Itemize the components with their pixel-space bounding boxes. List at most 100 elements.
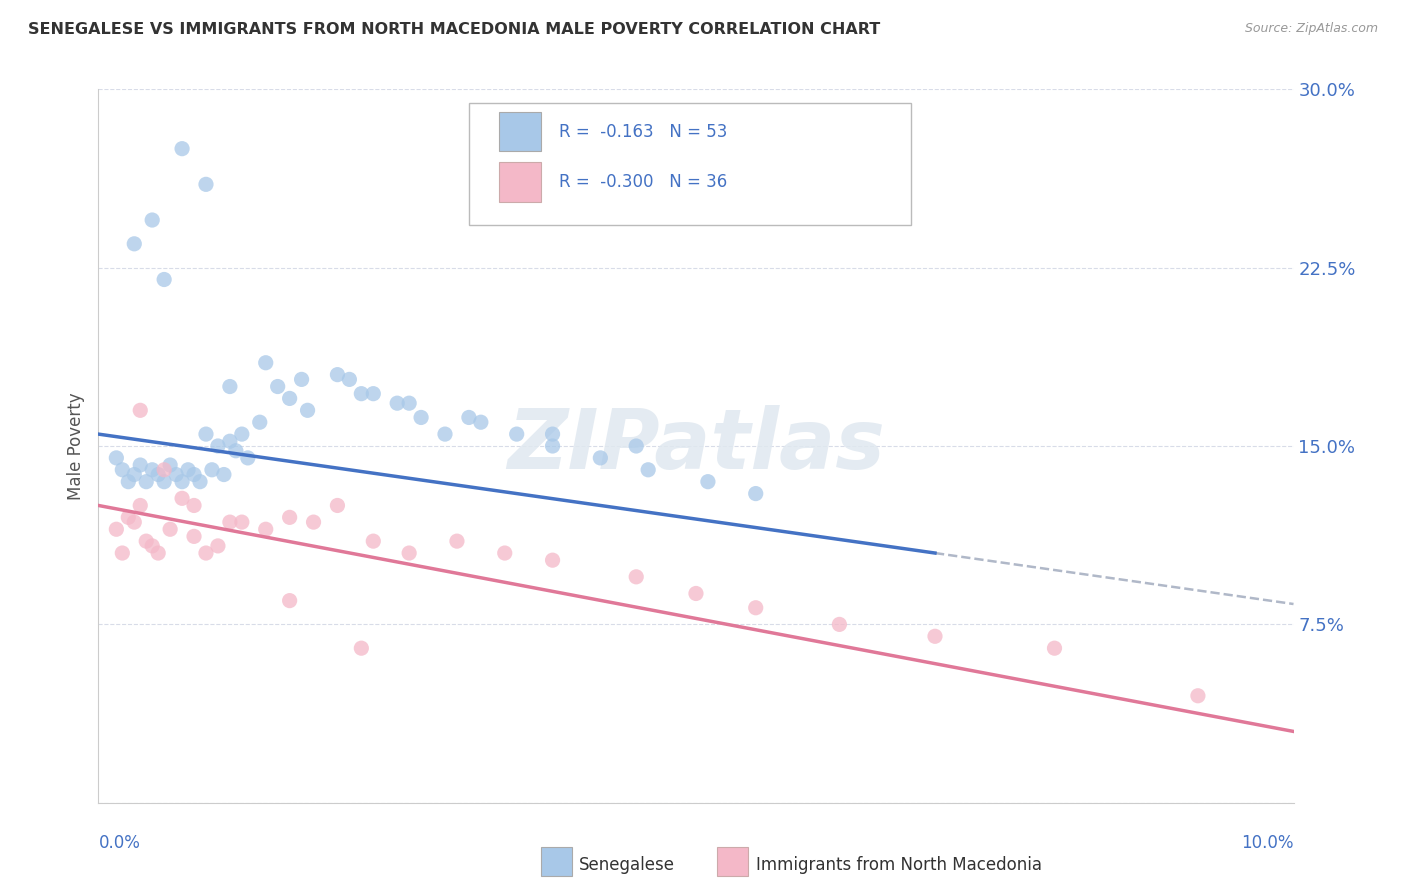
Point [350, 386, 373, 401]
Point [153, 475, 176, 489]
Point [626, 570, 648, 584]
Point [361, 386, 384, 401]
Point [153, 463, 176, 477]
Point [326, 368, 349, 382]
Point [828, 617, 851, 632]
Point [231, 515, 253, 529]
Point [297, 403, 319, 417]
Point [129, 499, 152, 513]
Point [188, 475, 211, 489]
Point [278, 510, 301, 524]
Point [148, 467, 170, 482]
Point [124, 236, 146, 251]
Point [236, 450, 259, 465]
Point [219, 515, 242, 529]
Point [385, 396, 409, 410]
Point [129, 458, 152, 472]
Point [637, 463, 659, 477]
FancyBboxPatch shape [499, 112, 540, 152]
Point [398, 396, 420, 410]
Point [696, 475, 718, 489]
Point [1043, 641, 1066, 656]
Point [183, 499, 205, 513]
Point [254, 522, 277, 536]
Point [153, 272, 176, 286]
Point [541, 439, 564, 453]
Point [745, 486, 768, 500]
Point [225, 443, 247, 458]
Point [201, 463, 224, 477]
Point [135, 475, 157, 489]
Point [195, 178, 218, 192]
Point [249, 415, 271, 429]
FancyBboxPatch shape [499, 162, 540, 202]
Point [141, 539, 163, 553]
Point [111, 463, 134, 477]
Point [105, 522, 128, 536]
Point [183, 529, 205, 543]
Point [172, 491, 194, 506]
Point [141, 213, 163, 227]
Text: R =  -0.300   N = 36: R = -0.300 N = 36 [558, 173, 727, 191]
Point [129, 403, 152, 417]
Point [685, 586, 707, 600]
Text: Senegalese: Senegalese [579, 856, 675, 874]
Point [219, 434, 242, 449]
Point [1187, 689, 1209, 703]
Point [541, 427, 564, 442]
Text: R =  -0.163   N = 53: R = -0.163 N = 53 [558, 123, 727, 141]
Point [117, 510, 139, 524]
Point [254, 356, 277, 370]
Point [135, 534, 157, 549]
Point [470, 415, 492, 429]
Point [541, 553, 564, 567]
Point [350, 641, 373, 656]
Text: Source: ZipAtlas.com: Source: ZipAtlas.com [1244, 22, 1378, 36]
Point [278, 593, 301, 607]
Point [924, 629, 946, 643]
Point [172, 142, 194, 156]
Point [195, 427, 218, 442]
Point [141, 463, 163, 477]
Point [207, 439, 229, 453]
Point [212, 467, 235, 482]
Point [398, 546, 420, 560]
FancyBboxPatch shape [470, 103, 911, 225]
Text: 0.0%: 0.0% [98, 834, 141, 852]
Point [124, 467, 146, 482]
Text: Immigrants from North Macedonia: Immigrants from North Macedonia [756, 856, 1042, 874]
Point [361, 534, 384, 549]
Text: ZIPatlas: ZIPatlas [508, 406, 884, 486]
Point [219, 379, 242, 393]
Text: SENEGALESE VS IMMIGRANTS FROM NORTH MACEDONIA MALE POVERTY CORRELATION CHART: SENEGALESE VS IMMIGRANTS FROM NORTH MACE… [28, 22, 880, 37]
Point [433, 427, 456, 442]
Point [159, 458, 181, 472]
Point [165, 467, 187, 482]
Point [626, 439, 648, 453]
Point [290, 372, 312, 386]
Text: 10.0%: 10.0% [1241, 834, 1294, 852]
Y-axis label: Male Poverty: Male Poverty [67, 392, 86, 500]
Point [302, 515, 325, 529]
Point [446, 534, 468, 549]
Point [231, 427, 253, 442]
Point [339, 372, 360, 386]
Point [411, 410, 433, 425]
Point [117, 475, 139, 489]
Point [207, 539, 229, 553]
Point [458, 410, 481, 425]
Point [195, 546, 218, 560]
Point [506, 427, 529, 442]
Point [111, 546, 134, 560]
Point [326, 499, 349, 513]
Point [177, 463, 200, 477]
Point [124, 515, 146, 529]
Point [172, 475, 194, 489]
Point [105, 450, 128, 465]
Point [148, 546, 170, 560]
Point [183, 467, 205, 482]
Point [159, 522, 181, 536]
Point [745, 600, 768, 615]
Point [267, 379, 290, 393]
Point [589, 450, 612, 465]
